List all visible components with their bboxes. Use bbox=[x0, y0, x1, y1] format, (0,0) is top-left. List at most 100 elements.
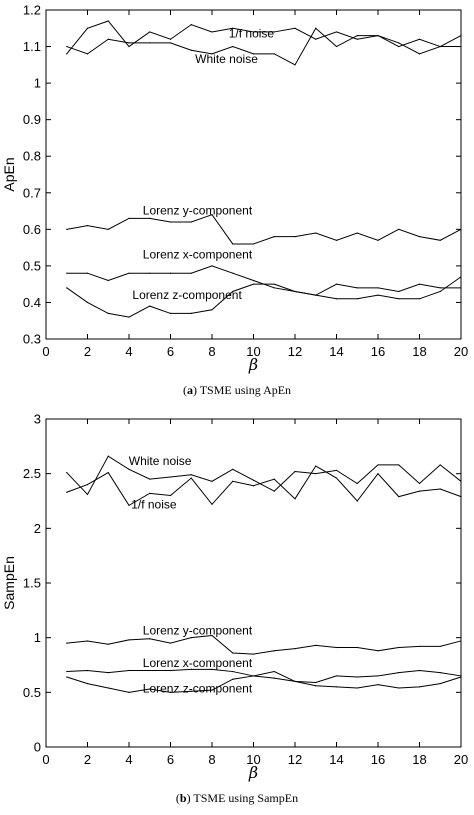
data-point-lorenz-y-component bbox=[87, 225, 88, 226]
series-annotation: Lorenz y-component bbox=[143, 204, 253, 218]
x-tick-label: 0 bbox=[42, 344, 49, 359]
y-tick-label: 1 bbox=[34, 630, 41, 645]
data-point-lorenz-z-component bbox=[128, 692, 129, 693]
data-point-1-f-noise bbox=[211, 504, 212, 505]
data-point-lorenz-y-component bbox=[274, 650, 275, 651]
data-point-1-f-noise bbox=[66, 53, 67, 54]
data-point-lorenz-y-component bbox=[419, 646, 420, 647]
data-point-lorenz-z-component bbox=[87, 683, 88, 684]
data-point-white-noise bbox=[149, 479, 150, 480]
data-point-lorenz-z-component bbox=[377, 295, 378, 296]
data-point-lorenz-z-component bbox=[128, 316, 129, 317]
panel-caption: (a) TSME using ApEn bbox=[183, 383, 291, 397]
data-point-lorenz-y-component bbox=[377, 650, 378, 651]
x-tick-label: 16 bbox=[371, 752, 385, 767]
data-point-lorenz-z-component bbox=[191, 313, 192, 314]
data-point-lorenz-y-component bbox=[460, 640, 461, 641]
data-point-lorenz-x-component bbox=[128, 273, 129, 274]
data-point-lorenz-y-component bbox=[294, 648, 295, 649]
y-tick-label: 0.5 bbox=[23, 258, 41, 273]
x-tick-label: 8 bbox=[208, 344, 215, 359]
x-tick-label: 2 bbox=[84, 752, 91, 767]
series-annotation: Lorenz x-component bbox=[143, 656, 253, 670]
data-point-white-noise bbox=[108, 456, 109, 457]
data-point-white-noise bbox=[66, 472, 67, 473]
series-line-lorenz-x-component bbox=[67, 669, 461, 682]
data-point-lorenz-z-component bbox=[294, 681, 295, 682]
data-point-lorenz-x-component bbox=[66, 671, 67, 672]
data-point-1-f-noise bbox=[398, 46, 399, 47]
data-point-lorenz-x-component bbox=[232, 671, 233, 672]
data-point-lorenz-y-component bbox=[191, 221, 192, 222]
data-point-white-noise bbox=[398, 42, 399, 43]
data-point-white-noise bbox=[357, 35, 358, 36]
data-point-1-f-noise bbox=[149, 31, 150, 32]
data-point-lorenz-y-component bbox=[315, 232, 316, 233]
data-point-lorenz-z-component bbox=[66, 287, 67, 288]
data-point-lorenz-x-component bbox=[315, 682, 316, 683]
data-point-lorenz-z-component bbox=[170, 313, 171, 314]
plot-frame bbox=[46, 419, 461, 747]
data-point-lorenz-x-component bbox=[108, 280, 109, 281]
data-point-lorenz-y-component bbox=[108, 644, 109, 645]
data-point-white-noise bbox=[274, 53, 275, 54]
data-point-lorenz-x-component bbox=[440, 672, 441, 673]
data-point-lorenz-x-component bbox=[336, 675, 337, 676]
x-tick-label: 4 bbox=[125, 344, 132, 359]
data-point-white-noise bbox=[232, 46, 233, 47]
data-point-1-f-noise bbox=[253, 485, 254, 486]
data-point-white-noise bbox=[398, 464, 399, 465]
data-point-lorenz-z-component bbox=[440, 683, 441, 684]
data-point-1-f-noise bbox=[170, 495, 171, 496]
data-point-lorenz-z-component bbox=[108, 687, 109, 688]
data-point-lorenz-z-component bbox=[274, 284, 275, 285]
series-line-lorenz-z-component bbox=[67, 672, 461, 693]
x-tick-label: 12 bbox=[288, 344, 302, 359]
y-tick-label: 2.5 bbox=[23, 466, 41, 481]
data-point-lorenz-x-component bbox=[128, 670, 129, 671]
data-point-white-noise bbox=[440, 46, 441, 47]
series-annotation: Lorenz x-component bbox=[143, 248, 253, 262]
panel-b-sampen: 0 2 4 6 8 10 12 14 16 18 2000.511.522.53βSampEnWhi… bbox=[1, 412, 468, 806]
data-point-lorenz-z-component bbox=[336, 686, 337, 687]
data-point-1-f-noise bbox=[294, 498, 295, 499]
data-point-lorenz-z-component bbox=[108, 313, 109, 314]
data-point-white-noise bbox=[149, 42, 150, 43]
data-point-white-noise bbox=[211, 481, 212, 482]
data-point-lorenz-y-component bbox=[398, 647, 399, 648]
data-point-white-noise bbox=[357, 483, 358, 484]
data-point-white-noise bbox=[128, 469, 129, 470]
data-point-1-f-noise bbox=[419, 491, 420, 492]
y-tick-label: 0.8 bbox=[23, 149, 41, 164]
data-point-lorenz-x-component bbox=[377, 675, 378, 676]
data-point-lorenz-y-component bbox=[357, 647, 358, 648]
data-point-1-f-noise bbox=[191, 24, 192, 25]
data-point-white-noise bbox=[315, 473, 316, 474]
panel-caption-text: TSME using ApEn bbox=[200, 383, 291, 397]
data-point-lorenz-x-component bbox=[274, 678, 275, 679]
x-tick-label: 0 bbox=[42, 752, 49, 767]
data-point-white-noise bbox=[419, 53, 420, 54]
y-axis-title: SampEn bbox=[1, 556, 17, 610]
data-point-1-f-noise bbox=[357, 39, 358, 40]
data-point-lorenz-y-component bbox=[170, 221, 171, 222]
data-point-lorenz-y-component bbox=[336, 240, 337, 241]
data-point-white-noise bbox=[170, 42, 171, 43]
series-annotation: Lorenz z-component bbox=[143, 681, 253, 695]
data-point-white-noise bbox=[87, 53, 88, 54]
data-point-lorenz-y-component bbox=[128, 639, 129, 640]
y-tick-label: 1.2 bbox=[23, 3, 41, 18]
data-point-white-noise bbox=[460, 35, 461, 36]
data-point-lorenz-y-component bbox=[440, 646, 441, 647]
data-point-white-noise bbox=[108, 39, 109, 40]
x-tick-label: 14 bbox=[329, 344, 343, 359]
data-point-lorenz-x-component bbox=[419, 670, 420, 671]
data-point-1-f-noise bbox=[398, 496, 399, 497]
series-annotation: 1/f noise bbox=[131, 498, 177, 512]
data-point-lorenz-z-component bbox=[357, 298, 358, 299]
data-point-white-noise bbox=[253, 480, 254, 481]
data-point-white-noise bbox=[66, 46, 67, 47]
data-point-lorenz-y-component bbox=[170, 643, 171, 644]
data-point-lorenz-x-component bbox=[232, 273, 233, 274]
data-point-lorenz-y-component bbox=[253, 243, 254, 244]
